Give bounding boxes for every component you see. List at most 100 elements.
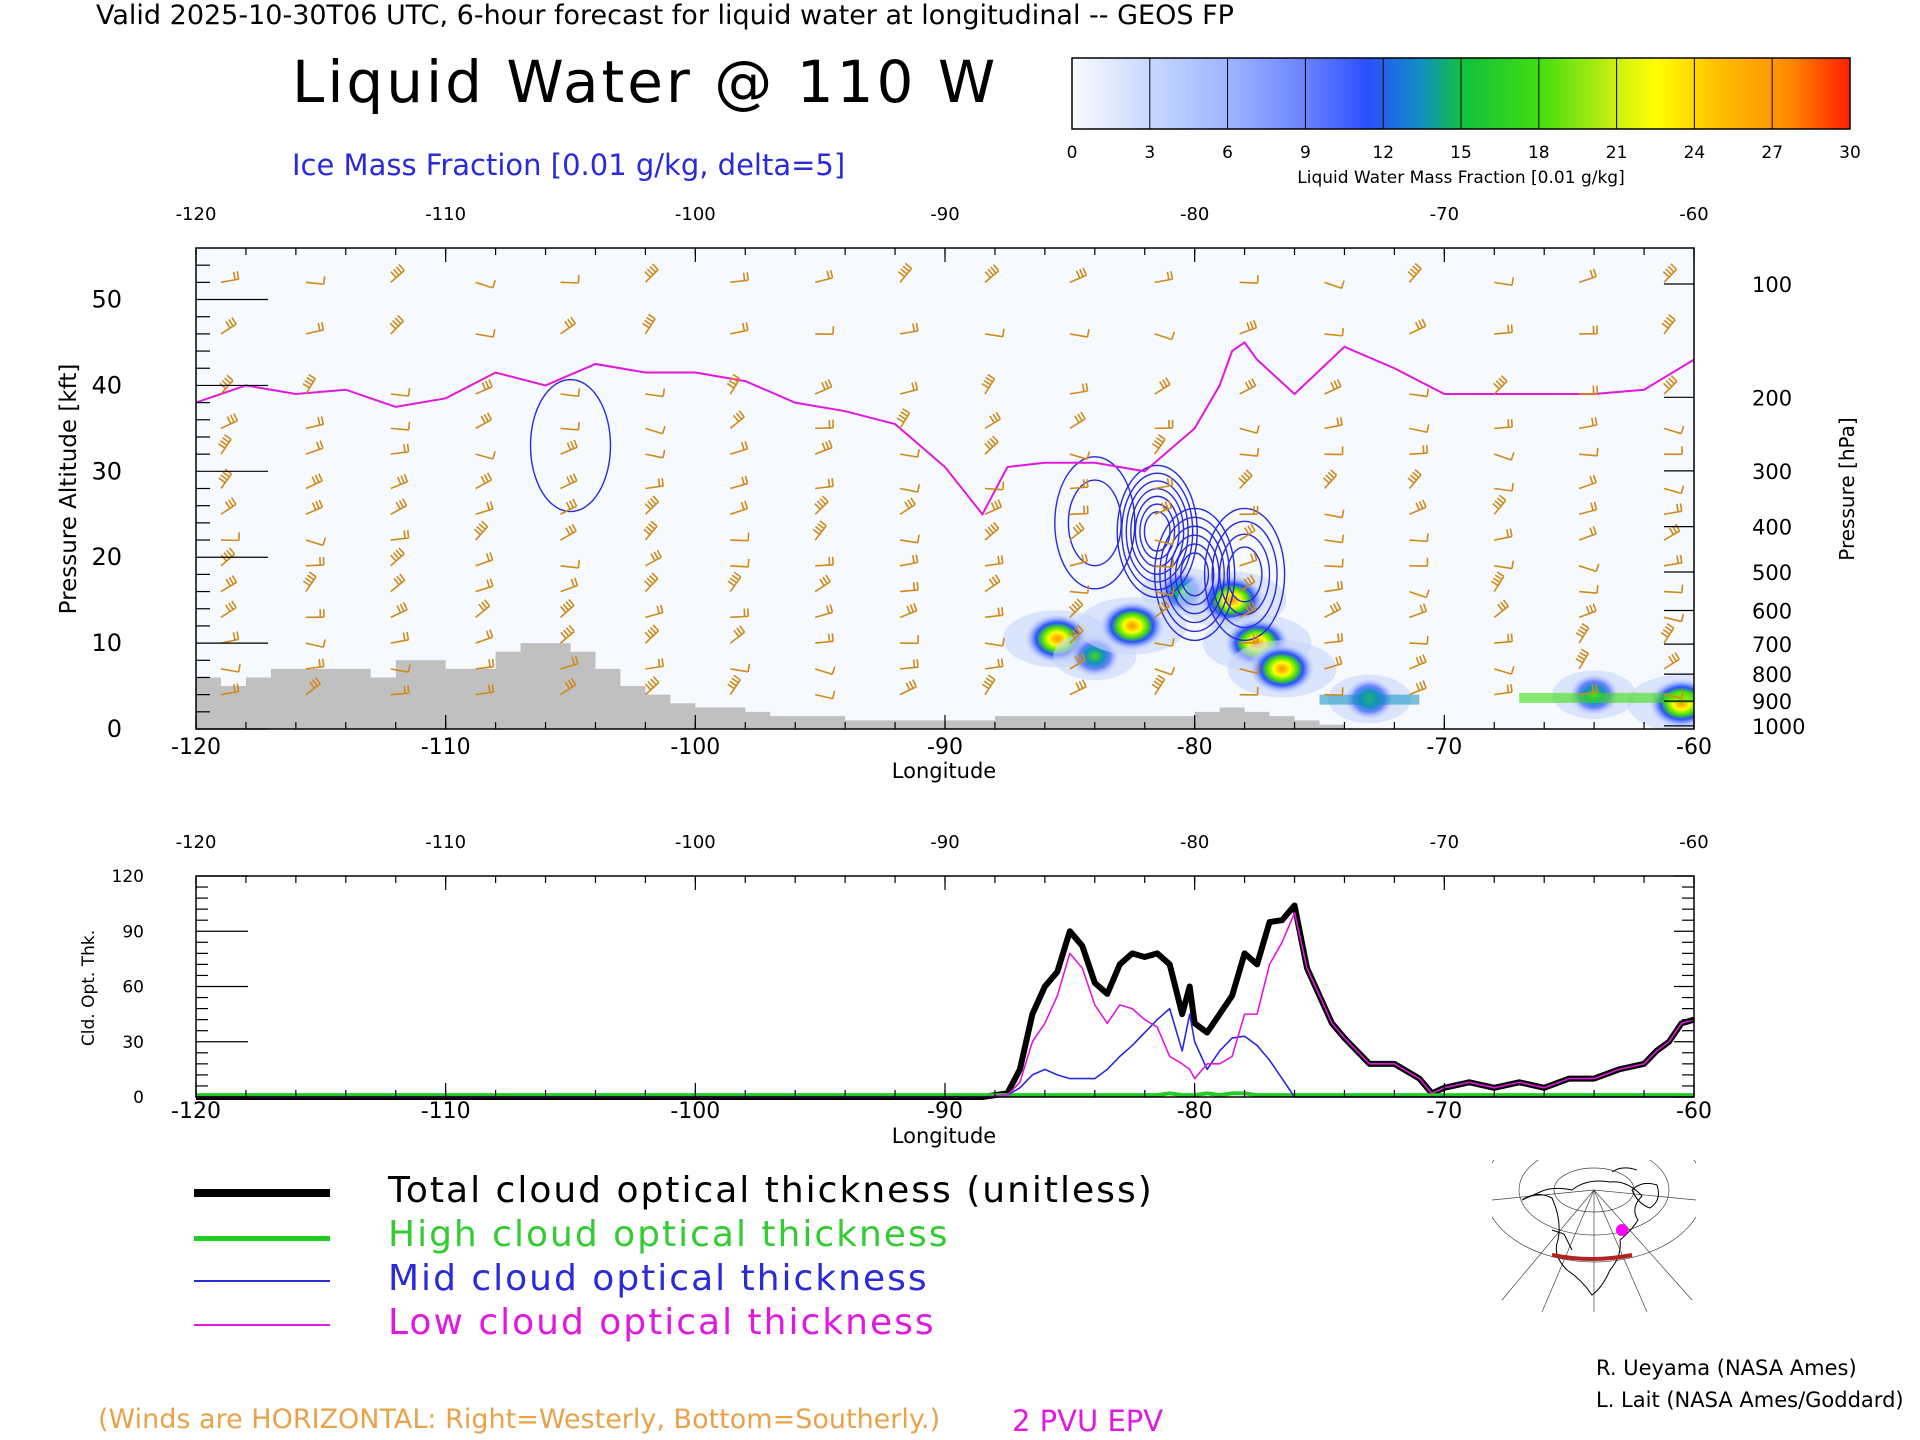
wind-barb-flag — [906, 605, 911, 614]
wind-barb-flag — [916, 484, 921, 493]
ice-contour — [1125, 480, 1189, 583]
wind-barbs — [217, 262, 1685, 700]
ice-contour — [1067, 479, 1122, 567]
wind-barb-flag — [1336, 417, 1340, 426]
wind-barb-flag — [1001, 607, 1004, 616]
wind-barb — [899, 487, 918, 493]
wind-barb-flag — [233, 413, 239, 422]
valid-time-line: Valid 2025-10-30T06 UTC, 6-hour forecast… — [96, 0, 1234, 31]
wind-barb-flag — [646, 577, 654, 585]
liquid-water-cell — [1647, 677, 1694, 729]
wind-barb — [730, 539, 749, 542]
wind-barb-flag — [997, 607, 1001, 616]
wind-barb-flag — [570, 440, 575, 449]
wind-barb-flag — [827, 633, 831, 642]
wind-barb-flag — [226, 416, 232, 425]
wind-barb-flag — [1252, 319, 1258, 328]
wind-barb — [390, 450, 409, 455]
legend-swatch-low — [194, 1324, 330, 1326]
wind-barb-flag — [831, 478, 834, 487]
colorbar-tick-label: 3 — [1144, 143, 1155, 163]
ice-contour — [1164, 525, 1225, 624]
wind-barb-flag — [981, 683, 990, 690]
wind-barb-flag — [745, 322, 749, 331]
wind-barb-flag — [226, 374, 234, 382]
legend-item-low: Low cloud optical thickness — [190, 1302, 1190, 1343]
wind-barb-flag — [984, 528, 992, 536]
wind-barb-flag — [488, 659, 491, 668]
wind-barb-flag — [220, 554, 228, 562]
wind-barb-flag — [729, 577, 738, 584]
wind-barb-flag — [318, 659, 321, 668]
wind-barb-flag — [407, 421, 411, 431]
wind-barb — [645, 393, 664, 398]
wind-barb-flag — [1494, 574, 1503, 581]
ice-contour — [1159, 516, 1231, 633]
wind-barb — [220, 438, 232, 455]
wind-barb-flag — [1662, 382, 1670, 390]
lower-x-tick-label: -80 — [1177, 1099, 1213, 1124]
wind-barb — [730, 668, 749, 673]
transect-line — [1551, 1253, 1633, 1261]
wind-barb-flag — [1246, 322, 1251, 331]
wind-barb-flag — [407, 664, 411, 673]
wind-barb — [305, 683, 321, 696]
wind-barb-flag — [902, 265, 910, 272]
wind-barb-flag — [900, 411, 909, 417]
wind-barb — [1154, 642, 1173, 647]
wind-barb — [560, 322, 576, 335]
wind-barb — [1324, 693, 1343, 696]
wind-barb-flag — [1419, 681, 1424, 690]
pressure-tick-label: 400 — [1752, 516, 1792, 540]
wind-barb-flag — [1422, 499, 1427, 508]
wind-barb-flag — [232, 632, 236, 641]
wind-barb-flag — [1170, 666, 1176, 675]
wind-barb — [1069, 604, 1084, 618]
credit-line-2: L. Lait (NASA Ames/Goddard) — [1596, 1388, 1904, 1412]
wind-barb-flag — [1596, 585, 1599, 594]
wind-barb-flag — [322, 639, 326, 648]
wind-barb-flag — [217, 443, 226, 449]
wind-barb — [1494, 668, 1512, 675]
lower-y-tick-label: 30 — [122, 1033, 144, 1053]
wind-barb-flag — [995, 411, 1002, 420]
wind-barb-flag — [1243, 578, 1250, 587]
wind-barb-flag — [1164, 501, 1169, 510]
wind-barb-flag — [306, 574, 315, 581]
wind-barb — [730, 448, 748, 455]
wind-barb — [390, 537, 409, 541]
wind-barb — [305, 378, 316, 395]
wind-barb-flag — [402, 498, 408, 507]
wind-barb-flag — [917, 534, 920, 543]
wind-barb-flag — [1496, 497, 1504, 504]
wind-barb-flag — [1163, 599, 1170, 608]
wind-barb-flag — [1158, 381, 1165, 389]
wind-barb-flag — [1510, 324, 1514, 333]
wind-barb-flag — [1592, 268, 1597, 277]
wind-barb-flag — [489, 552, 494, 561]
wind-barb-flag — [1579, 651, 1587, 658]
wind-barb-flag — [1415, 502, 1421, 511]
wind-barb — [1663, 658, 1680, 670]
wind-barb-flag — [907, 499, 913, 507]
wind-barb-flag — [560, 631, 567, 639]
wind-barb-flag — [733, 674, 741, 681]
wind-barb-flag — [744, 500, 749, 509]
wind-barb-flag — [390, 271, 397, 279]
wind-barb-flag — [1665, 316, 1674, 324]
wind-barb-flag — [649, 498, 657, 505]
wind-barb-flag — [1250, 553, 1255, 562]
wind-barb-flag — [1166, 271, 1170, 280]
wind-barb — [984, 333, 1003, 338]
wind-barb-flag — [1426, 424, 1430, 433]
wind-barb — [1154, 668, 1173, 676]
wind-barb-flag — [1575, 632, 1584, 638]
wind-barb-flag — [1247, 379, 1254, 388]
wind-barb-flag — [645, 526, 653, 533]
wind-barb — [899, 589, 919, 593]
wind-barb-flag — [1589, 269, 1594, 279]
wind-barb — [1069, 274, 1087, 284]
wind-barb-flag — [1668, 655, 1674, 664]
wind-barb-flag — [896, 417, 905, 423]
wind-barb-flag — [821, 382, 826, 391]
